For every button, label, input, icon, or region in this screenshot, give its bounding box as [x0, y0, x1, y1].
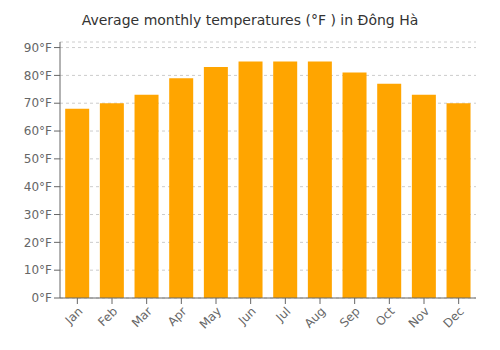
svg-text:Sep: Sep	[337, 304, 363, 330]
svg-text:Feb: Feb	[95, 304, 120, 329]
svg-text:May: May	[197, 304, 224, 331]
svg-text:Dec: Dec	[440, 304, 466, 330]
svg-text:20°F: 20°F	[24, 236, 52, 250]
svg-text:80°F: 80°F	[24, 69, 52, 83]
svg-text:Mar: Mar	[129, 304, 155, 330]
svg-text:70°F: 70°F	[24, 96, 52, 110]
svg-text:Jul: Jul	[273, 304, 294, 325]
svg-text:Apr: Apr	[165, 304, 190, 329]
svg-text:Jun: Jun	[235, 304, 259, 328]
svg-text:90°F: 90°F	[24, 41, 52, 55]
svg-text:50°F: 50°F	[24, 152, 52, 166]
html-text:Average monthly temperatures (: Average monthly temperatures (°F ) in Đô…	[81, 12, 419, 28]
svg-text:0°F: 0°F	[31, 291, 52, 305]
svg-text:30°F: 30°F	[24, 208, 52, 222]
svg-text:60°F: 60°F	[24, 124, 52, 138]
svg-text:Oct: Oct	[373, 304, 398, 329]
svg-text:Aug: Aug	[302, 304, 328, 330]
svg-text:Nov: Nov	[406, 304, 432, 330]
svg-text:40°F: 40°F	[24, 180, 52, 194]
svg-text:Jan: Jan	[62, 304, 86, 328]
svg-text:10°F: 10°F	[24, 263, 52, 277]
